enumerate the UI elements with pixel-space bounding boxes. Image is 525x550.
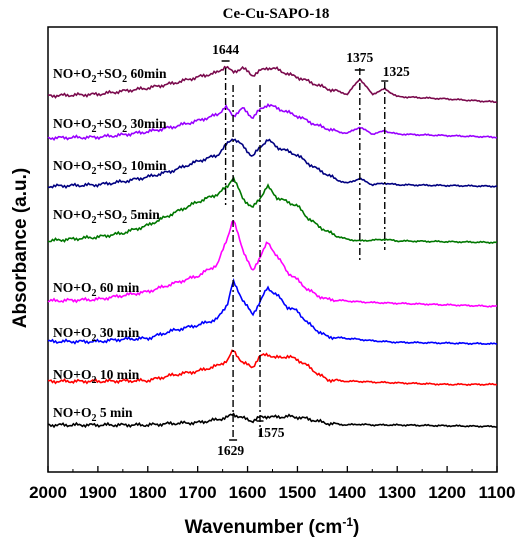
series-labels: NO+O2 5 min NO+O2 10 min NO+O2 30 min NO+O2… [53, 66, 167, 424]
x-tick-label: 1700 [179, 483, 217, 502]
peak-annotation: 1629 [217, 443, 244, 458]
chart-title: Ce-Cu-SAPO-18 [223, 6, 330, 22]
spectrum-line [47, 175, 498, 245]
peak-annotations: 1644 1375 1325 1629 1575 [212, 42, 410, 458]
x-axis-label-main: Wavenumber (cm [185, 517, 343, 538]
x-axis-label: Wavenumber (cm-1) [185, 515, 360, 538]
series-label: NO+O2 10 min [53, 367, 140, 386]
peak-annotation: 1575 [258, 425, 285, 440]
y-axis-label: Absorbance (a.u.) [10, 168, 31, 328]
series-label: NO+O2 60 min [53, 280, 140, 299]
x-tick-label: 1600 [229, 483, 267, 502]
x-tick-label: 2000 [29, 483, 67, 502]
spectrum-line [47, 349, 498, 387]
spectrum-line [47, 102, 498, 142]
peak-annotation: 1375 [346, 50, 373, 65]
series-label: NO+O2+SO2 5min [53, 207, 160, 226]
series-label: NO+O2 30 min [53, 325, 140, 344]
x-axis-label-sup: -1 [342, 515, 353, 529]
series-label: NO+O2+SO2 60min [53, 66, 167, 85]
spectrum-line [47, 138, 498, 190]
x-tick-label: 1400 [328, 483, 366, 502]
x-tick-label: 1800 [129, 483, 167, 502]
series-label: NO+O2+SO2 10min [53, 158, 167, 177]
spectrum-line [47, 65, 498, 104]
series-label: NO+O2 5 min [53, 405, 133, 424]
series-label: NO+O2+SO2 30min [53, 116, 167, 135]
peak-annotation: 1325 [383, 64, 410, 79]
peak-guides [224, 68, 386, 440]
peak-annotation: 1644 [212, 42, 239, 57]
x-tick-label: 1200 [428, 483, 466, 502]
spectrum-line [47, 277, 498, 346]
x-axis-label-close: ) [353, 517, 359, 538]
spectrum-line [47, 219, 498, 308]
spectrum-line [47, 412, 498, 429]
x-tick-label: 1300 [378, 483, 416, 502]
spectra [47, 65, 498, 429]
x-tick-label: 1500 [279, 483, 317, 502]
x-tick-label: 1100 [479, 483, 516, 502]
x-axis: 2000 1900 1800 1700 1600 1500 1400 1300 1200 1100 [29, 466, 515, 502]
x-tick-label: 1900 [79, 483, 117, 502]
